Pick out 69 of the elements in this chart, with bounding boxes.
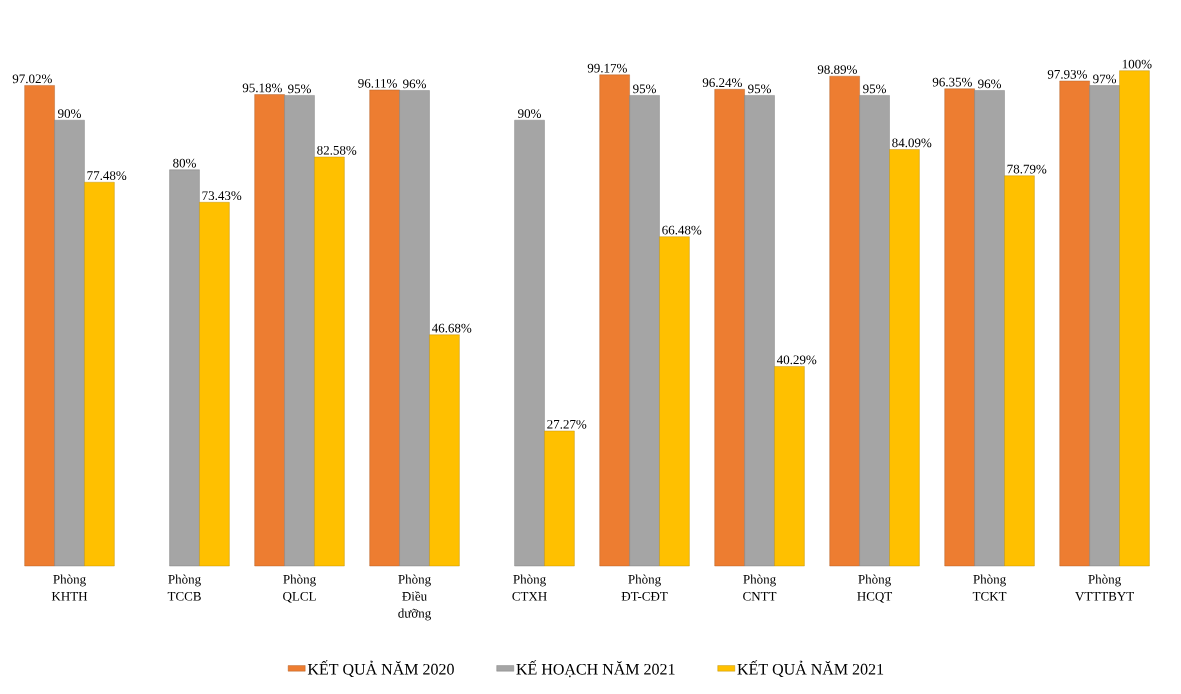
bar — [544, 430, 575, 567]
bar — [774, 366, 805, 567]
data-label: 95.18% — [242, 83, 282, 93]
data-label: 66.48% — [662, 225, 702, 235]
bar — [1119, 70, 1150, 567]
data-label: 95% — [748, 84, 772, 94]
legend-label: KẾ HOẠCH NĂM 2021 — [516, 660, 675, 678]
x-tick-label: Phòng KHTH — [51, 574, 88, 601]
bar — [254, 94, 285, 567]
bar — [24, 85, 55, 567]
data-label: 90% — [58, 109, 81, 118]
bar — [1089, 85, 1120, 567]
data-label: 82.58% — [317, 145, 357, 155]
x-tick-label: Phòng CTXH — [512, 574, 547, 601]
data-label: 80% — [173, 158, 196, 168]
bar — [599, 74, 630, 567]
data-label: 73.43% — [202, 191, 242, 201]
bar — [1004, 175, 1035, 567]
bar — [284, 95, 315, 567]
x-tick-label: Phòng TCCB — [167, 574, 201, 601]
bar — [314, 156, 345, 567]
data-label: 95% — [633, 84, 656, 94]
data-label: 96% — [403, 79, 426, 89]
legend-label: KẾT QUẢ NĂM 2021 — [737, 660, 884, 678]
bar — [714, 89, 745, 567]
data-label: 78.79% — [1007, 164, 1047, 174]
data-label: 96.11% — [358, 78, 397, 88]
bar — [889, 149, 920, 567]
bar — [514, 120, 545, 567]
data-label: 96% — [978, 79, 1002, 89]
data-label: 77.48% — [87, 171, 127, 181]
x-tick-label: Phòng ĐT-CĐT — [621, 574, 668, 601]
data-label: 27.27% — [547, 419, 587, 429]
bar — [84, 182, 115, 567]
data-label: 90% — [518, 109, 541, 118]
x-tick-label: Phòng VTTTBYT — [1075, 574, 1134, 601]
bar — [1059, 80, 1090, 567]
bar — [169, 169, 200, 567]
bar — [429, 334, 460, 567]
data-label: 96.35% — [932, 77, 972, 87]
data-label: 95% — [288, 84, 311, 94]
data-label: 95% — [863, 84, 887, 94]
bar — [859, 95, 890, 567]
x-tick-label: Phòng TCKT — [972, 574, 1007, 601]
bar — [659, 236, 690, 567]
x-tick-label: Phòng Điều dưỡng — [398, 574, 431, 621]
data-label: 100% — [1122, 59, 1152, 69]
x-tick-label: Phòng QLCL — [283, 574, 316, 603]
bar — [829, 75, 860, 567]
bar — [369, 89, 400, 567]
x-tick-label: Phòng HCQT — [857, 574, 893, 603]
legend-label: KẾT QUẢ NĂM 2020 — [307, 660, 454, 678]
data-label: 97.02% — [12, 74, 52, 84]
data-label: 98.89% — [817, 65, 857, 74]
bar — [744, 95, 775, 567]
bar — [629, 95, 660, 567]
data-label: 97% — [1093, 74, 1117, 84]
x-tick-label: Phòng CNTT — [743, 574, 777, 601]
data-label: 97.93% — [1047, 69, 1087, 79]
data-label: 99.17% — [587, 63, 627, 73]
bar — [944, 88, 975, 567]
bar — [974, 90, 1005, 567]
bar — [399, 90, 430, 567]
bar — [54, 120, 85, 567]
bar — [199, 202, 230, 567]
data-label: 96.24% — [702, 78, 742, 88]
data-label: 46.68% — [431, 323, 472, 333]
data-label: 40.29% — [776, 355, 817, 365]
data-label: 84.09% — [892, 138, 932, 148]
